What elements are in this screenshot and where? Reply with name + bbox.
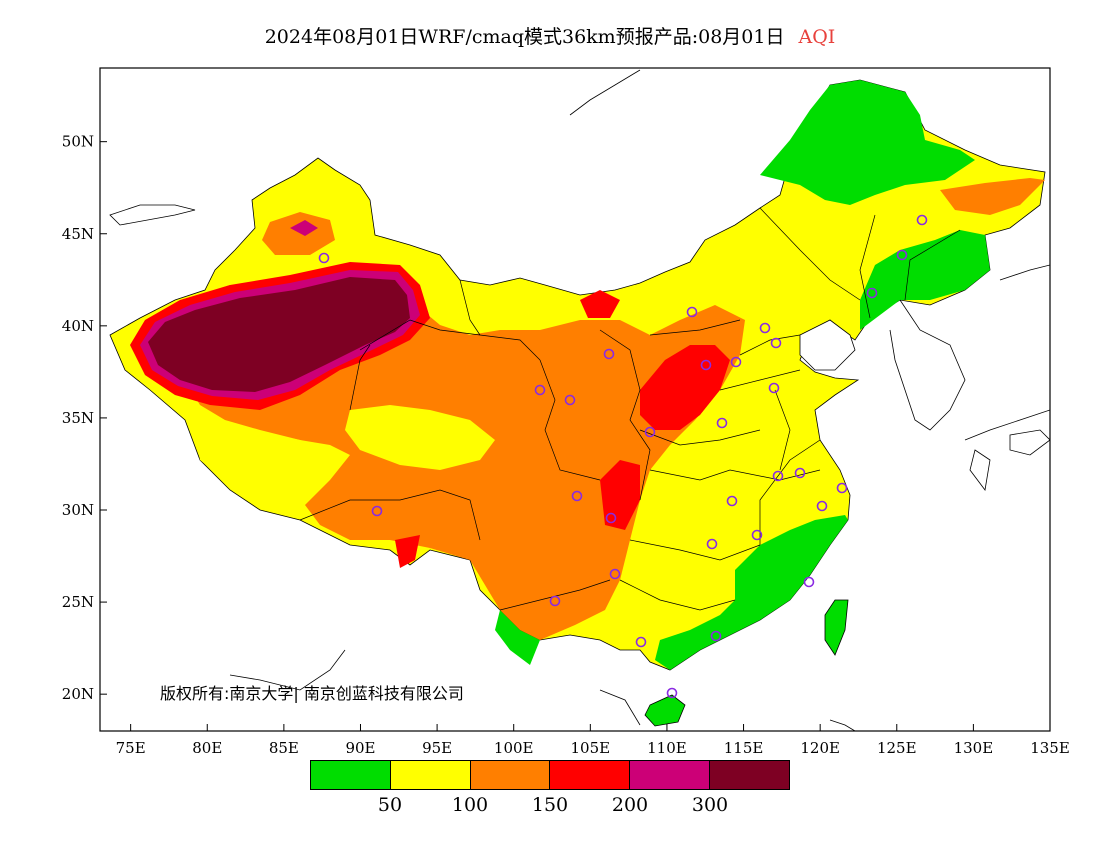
- legend-color-segment: [630, 761, 711, 789]
- lon-tick-label: 90E: [345, 739, 375, 757]
- station-marker: [759, 322, 771, 334]
- legend-color-segment: [550, 761, 631, 789]
- lon-tick-label: 110E: [647, 739, 687, 757]
- lat-tick-label: 30N: [62, 501, 94, 519]
- lon-tick-label: 100E: [494, 739, 534, 757]
- legend-label: 300: [691, 794, 729, 816]
- hainan: [644, 694, 686, 727]
- taiwan: [824, 599, 849, 656]
- station-marker: [644, 426, 656, 438]
- station-marker: [534, 384, 546, 396]
- darkred-tarim-core: [148, 277, 410, 392]
- station-marker: [916, 214, 928, 226]
- lat-tick-label: 45N: [62, 225, 94, 243]
- legend-label: 150: [531, 794, 569, 816]
- bohai-sea: [799, 319, 856, 371]
- title-main: 2024年08月01日WRF/cmaq模式36km预报产品:08月01日: [264, 26, 785, 48]
- lon-tick-label: 80E: [192, 739, 222, 757]
- lat-tick-label: 50N: [62, 133, 94, 151]
- title-variable: AQI: [798, 26, 836, 48]
- red-tibet: [395, 535, 420, 568]
- neighbor-coastlines: [109, 69, 1050, 731]
- orange-northeast-band: [940, 178, 1045, 215]
- station-marker: [768, 382, 780, 394]
- green-liaoning: [860, 230, 990, 330]
- orange-junggar: [262, 212, 335, 255]
- map-title: 2024年08月01日WRF/cmaq模式36km预报产品:08月01日 AQI: [0, 22, 1100, 49]
- red-shanxi: [640, 345, 730, 430]
- map-frame: [99, 67, 1051, 732]
- lon-tick-label: 115E: [724, 739, 764, 757]
- green-northeast: [760, 80, 975, 205]
- legend-color-segment: [311, 761, 391, 789]
- station-marker: [706, 538, 718, 550]
- lat-tick-label: 40N: [62, 317, 94, 335]
- station-marker: [770, 337, 782, 349]
- station-marker: [772, 470, 784, 482]
- station-marker: [605, 512, 617, 524]
- lon-tick-label: 135E: [1030, 739, 1070, 757]
- darkred-junggar: [290, 220, 318, 236]
- station-marker: [794, 467, 806, 479]
- red-sichuan: [600, 460, 640, 530]
- station-marker: [726, 495, 738, 507]
- station-marker: [716, 417, 728, 429]
- legend-color-segment: [470, 761, 551, 789]
- legend-color-segment: [390, 761, 471, 789]
- legend-color-segment: [710, 761, 789, 789]
- station-marker: [816, 500, 828, 512]
- station-marker: [866, 287, 878, 299]
- station-marker: [549, 595, 561, 607]
- station-marker: [751, 529, 763, 541]
- station-marker: [666, 687, 678, 699]
- lon-tick-label: 75E: [116, 739, 146, 757]
- yellow-qinghai: [345, 405, 495, 470]
- station-marker: [603, 348, 615, 360]
- station-marker: [571, 490, 583, 502]
- station-marker: [564, 394, 576, 406]
- legend-label: 100: [451, 794, 489, 816]
- province-boundaries: [299, 207, 961, 611]
- station-marker: [686, 306, 698, 318]
- station-marker: [700, 359, 712, 371]
- lon-tick-label: 95E: [422, 739, 452, 757]
- lon-tick-label: 125E: [877, 739, 917, 757]
- station-marker: [635, 636, 647, 648]
- station-marker: [836, 482, 848, 494]
- lat-tick-label: 20N: [62, 685, 94, 703]
- axis-ticks: 75E 80E 85E 90E 95E 100E 105E 110E 115E 120E 125E 1…: [62, 133, 1070, 757]
- map-field: [109, 69, 1050, 731]
- red-gansu: [580, 290, 620, 318]
- lon-tick-label: 130E: [954, 739, 994, 757]
- legend-label: 200: [611, 794, 649, 816]
- green-south: [655, 515, 848, 670]
- lat-tick-label: 35N: [62, 409, 94, 427]
- station-marker: [896, 249, 908, 261]
- legend-colorbar: [310, 760, 790, 790]
- station-marker: [710, 630, 722, 642]
- station-marker: [318, 252, 330, 264]
- station-marker: [730, 356, 742, 368]
- station-markers: [318, 214, 928, 699]
- station-marker: [609, 568, 621, 580]
- yellow-tibet-south: [195, 430, 330, 500]
- lon-tick-label: 105E: [571, 739, 611, 757]
- lon-tick-label: 85E: [269, 739, 299, 757]
- legend-label: 50: [377, 794, 403, 816]
- lon-tick-label: 120E: [800, 739, 840, 757]
- lat-tick-label: 25N: [62, 593, 94, 611]
- green-guangxi: [495, 610, 540, 665]
- copyright-notice: 版权所有:南京大学| 南京创蓝科技有限公司: [160, 684, 464, 703]
- station-marker: [803, 576, 815, 588]
- station-marker: [371, 505, 383, 517]
